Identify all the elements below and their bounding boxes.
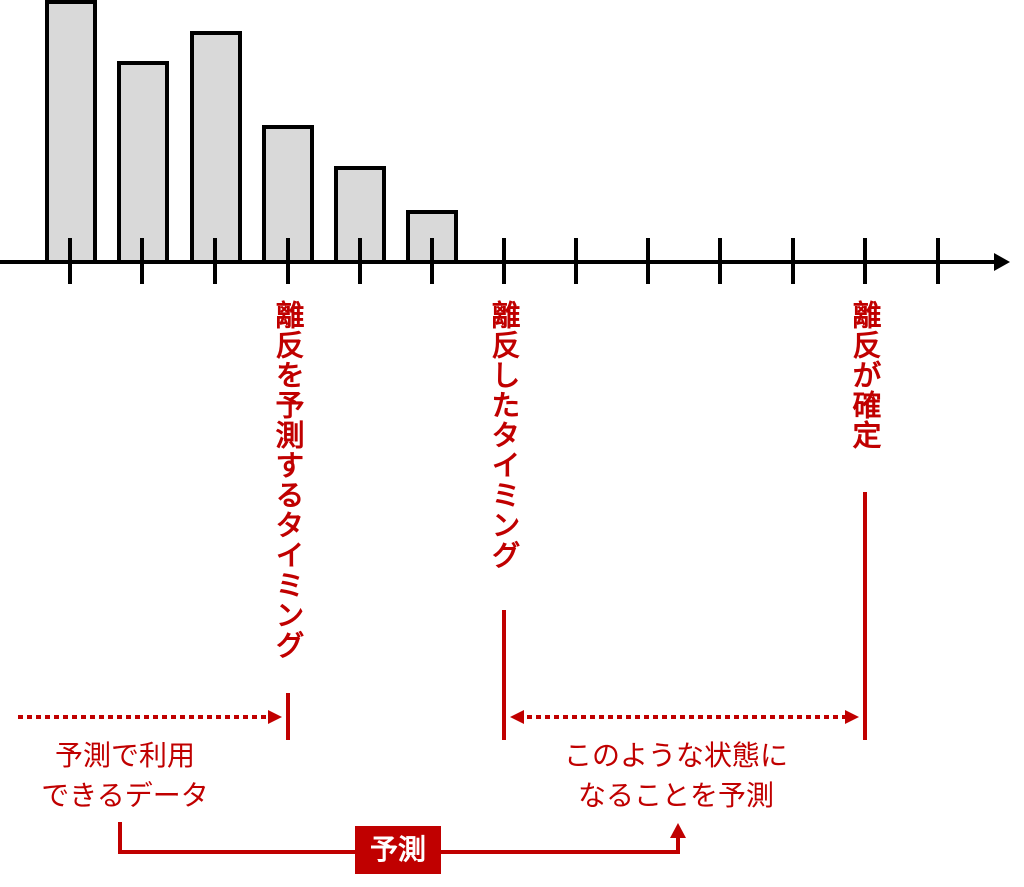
bars [45, 0, 458, 264]
ticks [68, 238, 940, 284]
available-data-line: 予測で利用 [55, 739, 195, 772]
available-data-line: できるデータ [41, 779, 208, 812]
predict-box [355, 826, 441, 874]
churn-confirmed-label: 離反が確定 [848, 300, 882, 450]
predict-box-label: 予測 [370, 833, 426, 866]
churn-timing-label: 離反したタイミング [487, 300, 521, 570]
predict-flow-arrow [670, 823, 686, 838]
bar [117, 61, 169, 264]
bar [45, 0, 97, 264]
predicted-state-line: このような状態に [564, 739, 788, 772]
bar [190, 31, 242, 264]
markers [286, 492, 867, 740]
predicted-state-line: なることを予測 [578, 779, 774, 812]
predict-timing-label: 離反を予測するタイミング [271, 300, 305, 660]
axis-arrow [994, 253, 1010, 271]
